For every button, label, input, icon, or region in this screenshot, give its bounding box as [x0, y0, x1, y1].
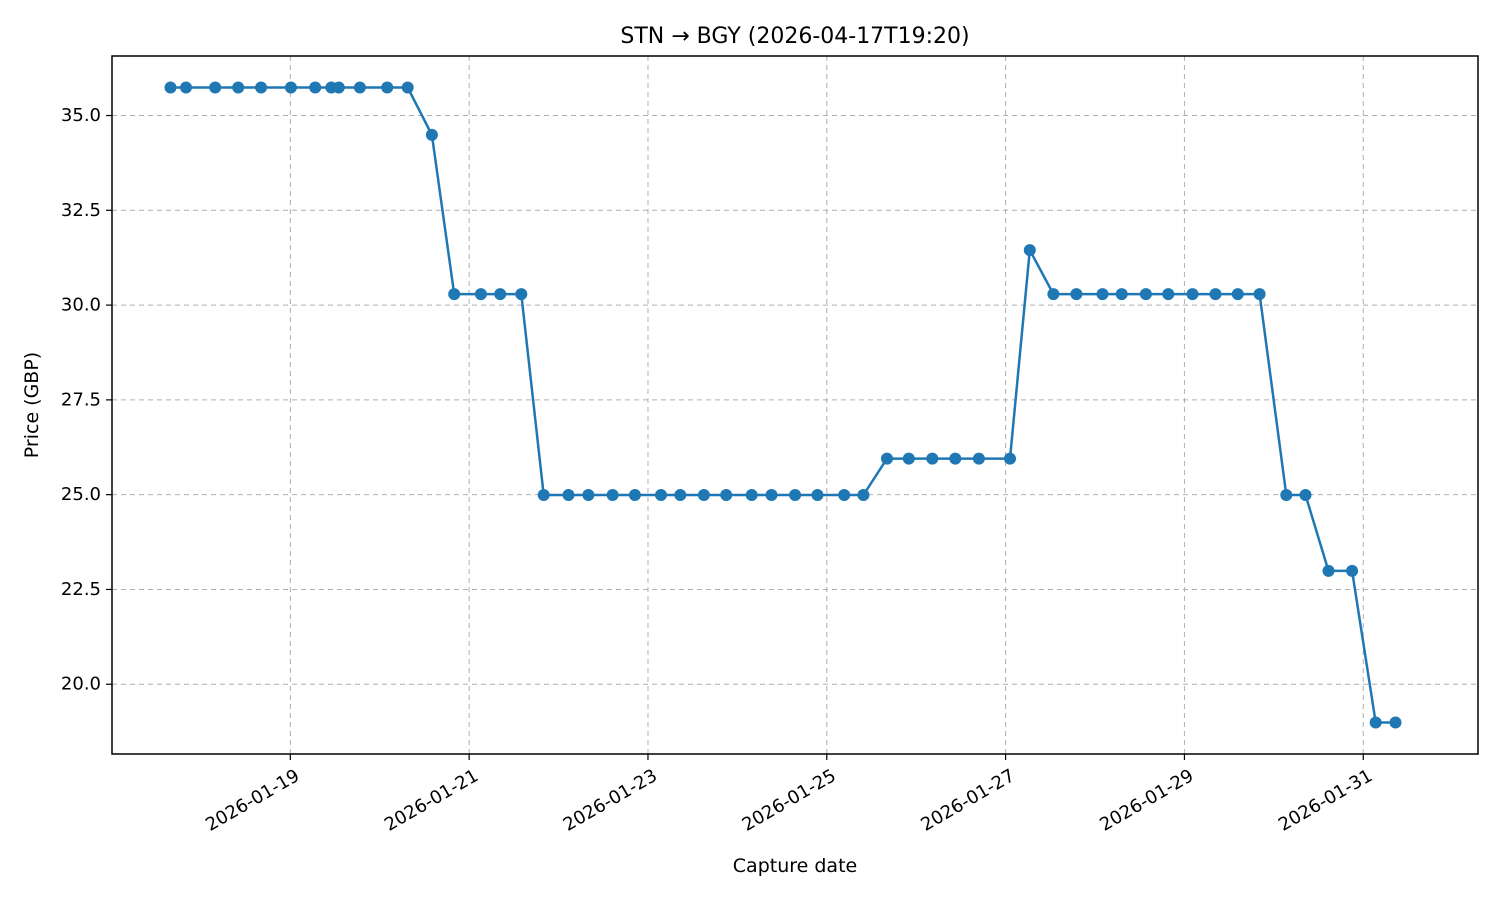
data-point — [1346, 564, 1359, 577]
data-point — [902, 452, 915, 465]
data-point — [1253, 288, 1266, 301]
data-point — [401, 81, 414, 94]
data-point — [494, 288, 507, 301]
data-point — [881, 452, 893, 465]
data-point — [765, 489, 778, 501]
data-point — [1023, 244, 1036, 257]
y-tick-label: 32.5 — [61, 200, 101, 221]
y-tick-label: 22.5 — [61, 579, 101, 600]
y-tick-label: 20.0 — [61, 674, 101, 695]
data-point — [697, 489, 710, 501]
data-point — [674, 489, 687, 501]
data-point — [582, 489, 595, 501]
data-point — [1004, 452, 1016, 465]
data-point — [209, 81, 222, 94]
data-point — [1369, 716, 1382, 729]
data-point — [1115, 288, 1128, 301]
data-point — [1096, 288, 1109, 301]
data-point — [332, 81, 345, 94]
data-point — [720, 489, 733, 501]
data-point — [180, 81, 192, 94]
data-point — [1231, 288, 1244, 301]
data-point — [857, 489, 870, 501]
data-point — [1047, 288, 1060, 301]
data-point — [745, 489, 758, 501]
data-point — [1209, 288, 1222, 301]
data-point — [1070, 288, 1083, 301]
data-point — [515, 288, 528, 301]
data-point — [353, 81, 366, 94]
data-point — [972, 452, 985, 465]
data-point — [926, 452, 939, 465]
data-point — [838, 489, 851, 501]
y-tick-label: 27.5 — [61, 389, 101, 410]
data-point — [1186, 288, 1199, 301]
data-point — [448, 288, 461, 301]
data-point — [474, 288, 487, 301]
chart-title: STN → BGY (2026-04-17T19:20) — [620, 24, 969, 49]
data-point — [949, 452, 962, 465]
data-point — [284, 81, 297, 94]
data-point — [1322, 564, 1335, 577]
data-point — [381, 81, 394, 94]
data-point — [655, 489, 667, 501]
series-layer — [164, 81, 1402, 729]
data-point — [164, 81, 177, 94]
data-point — [562, 489, 575, 501]
data-point — [425, 128, 438, 141]
grid-layer — [112, 56, 1478, 754]
data-point — [1299, 489, 1312, 501]
y-tick-label: 30.0 — [61, 295, 101, 316]
plot-frame — [111, 55, 1479, 755]
data-point — [255, 81, 268, 94]
data-point — [537, 489, 550, 501]
data-point — [232, 81, 245, 94]
y-tick-label: 25.0 — [61, 484, 101, 505]
data-point — [1389, 716, 1402, 729]
y-tick-label: 35.0 — [61, 105, 101, 126]
x-axis-title: Capture date — [733, 855, 857, 877]
data-point — [811, 489, 824, 501]
y-axis-title: Price (GBP) — [21, 352, 43, 458]
data-point — [1162, 288, 1175, 301]
data-point — [1139, 288, 1152, 301]
data-point — [1280, 489, 1293, 501]
data-point — [606, 489, 619, 501]
data-point — [628, 489, 641, 501]
data-point — [309, 81, 322, 94]
data-point — [789, 489, 802, 501]
